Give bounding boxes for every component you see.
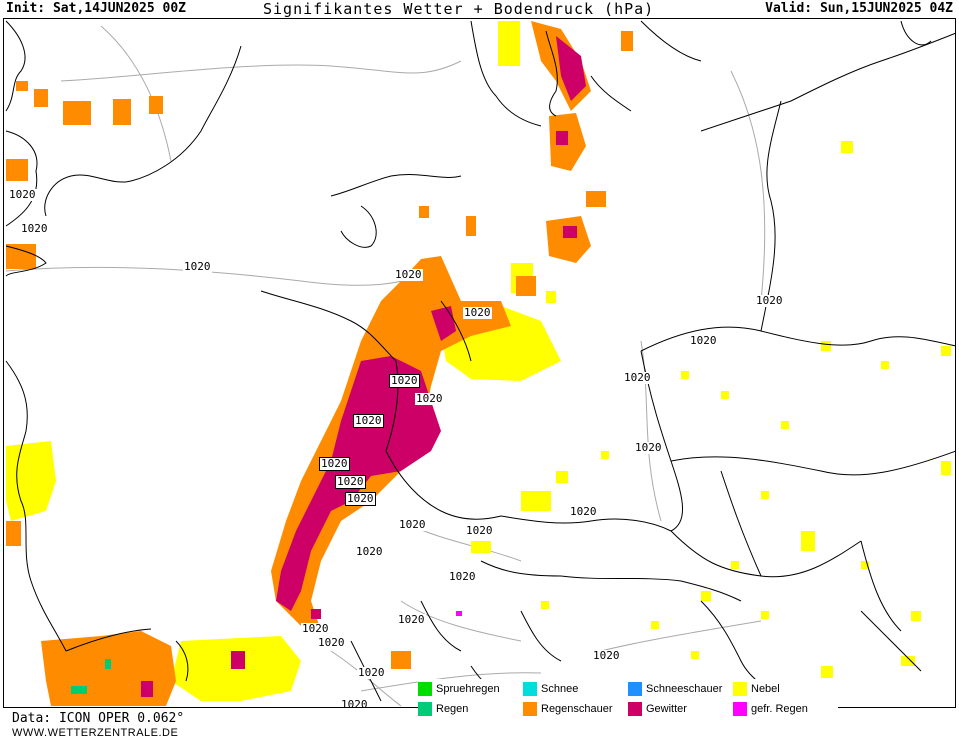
isobar-label: 1020: [20, 222, 49, 235]
isobar-label: 1020: [345, 492, 376, 506]
regen-areas: [71, 659, 111, 694]
isobar-label: 1020: [397, 613, 426, 626]
legend-swatch: [628, 682, 642, 696]
data-source-label: Data: ICON OPER 0.062°: [12, 711, 185, 726]
isobar-label: 1020: [335, 475, 366, 489]
legend-label: Schneeschauer: [646, 683, 723, 695]
init-time-label: Init: Sat,14JUN2025 00Z: [6, 1, 187, 16]
isobar-label: 1020: [398, 518, 427, 531]
isobar-label: 1020: [8, 188, 37, 201]
nebel-areas: [6, 21, 951, 701]
isobar-label: 1020: [569, 505, 598, 518]
isobar-label: 1020: [463, 306, 492, 319]
legend-swatch: [628, 702, 642, 716]
coastlines: [5, 20, 955, 702]
isobar-label: 1020: [389, 374, 420, 388]
legend-swatch: [523, 702, 537, 716]
legend-swatch: [523, 682, 537, 696]
isobar-label: 1020: [353, 414, 384, 428]
weather-legend: Spruehregen Schnee Schneeschauer Nebel R…: [418, 679, 838, 719]
map-title: Signifikantes Wetter + Bodendruck (hPa): [263, 0, 655, 18]
legend-label: Gewitter: [646, 703, 687, 715]
legend-item-schneeschauer: Schneeschauer: [628, 679, 722, 699]
legend-label: Schnee: [541, 683, 579, 695]
website-link[interactable]: WWW.WETTERZENTRALE.DE: [12, 727, 179, 739]
legend-item-regenschauer: Regenschauer: [523, 699, 613, 719]
valid-time-label: Valid: Sun,15JUN2025 04Z: [765, 1, 953, 16]
isobar-label: 1020: [689, 334, 718, 347]
isobar-label: 1020: [592, 649, 621, 662]
isobar-label: 1020: [301, 622, 330, 635]
legend-item-regen: Regen: [418, 699, 468, 719]
map-canvas: [5, 20, 955, 707]
legend-label: Regenschauer: [541, 703, 613, 715]
isobar-label: 1020: [623, 371, 652, 384]
isobar-label: 1020: [183, 260, 212, 273]
isobar-label: 1020: [394, 268, 423, 281]
legend-label: Nebel: [751, 683, 780, 695]
isobar-label: 1020: [634, 441, 663, 454]
isobar-label: 1020: [357, 666, 386, 679]
national-borders: [260, 100, 955, 662]
legend-swatch: [733, 702, 747, 716]
isobar-label: 1020: [319, 457, 350, 471]
isobar-label: 1020: [755, 294, 784, 307]
legend-item-spruehregen: Spruehregen: [418, 679, 500, 699]
legend-item-gefr-regen: gefr. Regen: [733, 699, 808, 719]
legend-item-schnee: Schnee: [523, 679, 578, 699]
isobar-label: 1020: [340, 699, 369, 707]
gefr-regen-areas: [456, 611, 462, 616]
legend-item-nebel: Nebel: [733, 679, 780, 699]
isobar-label: 1020: [448, 570, 477, 583]
isobar-label: 1020: [355, 545, 384, 558]
legend-label: Spruehregen: [436, 683, 500, 695]
legend-label: Regen: [436, 703, 469, 715]
isobar-label: 1020: [415, 392, 444, 405]
weather-map[interactable]: 1020 1020 1020 1020 1020 1020 1020 1020 …: [3, 18, 956, 708]
legend-label: gefr. Regen: [751, 703, 808, 715]
legend-swatch: [418, 682, 432, 696]
isobar-label: 1020: [465, 524, 494, 537]
legend-swatch: [418, 702, 432, 716]
isobar-label: 1020: [317, 636, 346, 649]
legend-item-gewitter: Gewitter: [628, 699, 687, 719]
legend-swatch: [733, 682, 747, 696]
